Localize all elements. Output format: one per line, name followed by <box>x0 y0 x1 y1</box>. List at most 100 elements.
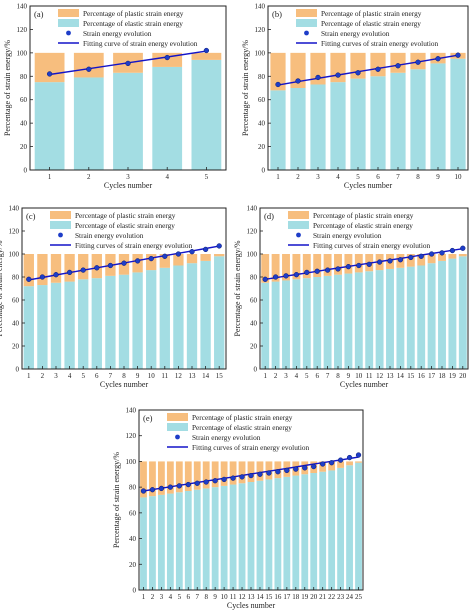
x-tick-label: 15 <box>407 372 415 380</box>
bar-plastic <box>157 461 165 495</box>
bar-elastic <box>184 491 192 590</box>
y-axis-title: Percentage of strain energy/% <box>233 240 242 336</box>
legend-marker-evolution <box>304 30 309 36</box>
x-tick-label: 22 <box>328 593 336 601</box>
bar-plastic <box>438 254 446 261</box>
bar-plastic <box>166 461 174 494</box>
bar-plastic <box>175 461 183 493</box>
evolution-point <box>66 269 73 276</box>
plot-frame <box>259 207 469 370</box>
bar-plastic <box>302 254 311 279</box>
bar-elastic <box>113 72 143 170</box>
y-tick-label: 120 <box>247 228 258 236</box>
x-axis-title: Cycles number <box>340 380 389 389</box>
bar-elastic <box>211 487 219 590</box>
bar-plastic <box>149 461 156 497</box>
x-tick-label: 1 <box>48 173 52 181</box>
x-tick-label: 20 <box>310 593 318 601</box>
x-tick-label: 11 <box>366 372 373 380</box>
evolution-point <box>435 56 441 62</box>
bar-elastic <box>354 272 363 369</box>
evolution-point <box>167 484 174 490</box>
x-tick-label: 11 <box>230 593 237 601</box>
y-tick-label: 40 <box>258 120 266 128</box>
x-tick-label: 5 <box>81 372 85 380</box>
evolution-point <box>107 262 114 269</box>
bar-elastic <box>274 478 282 590</box>
bar-elastic <box>50 282 62 369</box>
bar-plastic <box>184 461 192 491</box>
x-tick-label: 14 <box>256 593 264 601</box>
bar-plastic <box>256 461 264 481</box>
bar-elastic <box>78 279 89 369</box>
y-tick-label: 120 <box>9 228 20 236</box>
x-axis-title: Cycles number <box>104 181 153 190</box>
x-tick-label: 9 <box>136 372 140 380</box>
x-tick-label: 3 <box>316 173 320 181</box>
x-tick-label: 12 <box>175 372 183 380</box>
y-tick-label: 100 <box>247 251 258 259</box>
bar-elastic <box>261 282 270 369</box>
y-tick-label: 0 <box>254 366 258 374</box>
evolution-point <box>202 246 209 253</box>
x-tick-label: 5 <box>356 173 360 181</box>
bar-elastic <box>292 475 300 590</box>
evolution-point <box>175 251 182 257</box>
bar-elastic <box>450 58 466 170</box>
bar-elastic <box>292 279 301 369</box>
bar-elastic <box>271 281 280 369</box>
bar-elastic <box>173 265 184 369</box>
x-tick-label: 9 <box>213 593 217 601</box>
legend-label: Fitting curves of strain energy evolutio… <box>192 443 310 452</box>
evolution-point <box>230 475 236 481</box>
y-tick-label: 20 <box>129 561 137 569</box>
evolution-point <box>449 247 456 254</box>
evolution-point <box>302 465 308 471</box>
legend-label: Strain energy evolution <box>75 231 144 240</box>
legend-swatch-plastic <box>58 9 79 17</box>
bar-plastic <box>355 461 362 463</box>
evolution-point <box>257 471 263 477</box>
evolution-point <box>194 480 200 486</box>
legend-marker-evolution <box>296 232 301 238</box>
evolution-point <box>408 254 414 261</box>
y-tick-label: 140 <box>9 205 20 213</box>
bar-plastic <box>34 52 65 83</box>
y-tick-label: 80 <box>258 73 266 81</box>
x-tick-label: 6 <box>376 173 380 181</box>
bar-plastic <box>292 254 301 280</box>
x-axis-title: Cycles number <box>344 181 393 190</box>
legend-swatch-plastic <box>167 413 188 421</box>
evolution-point <box>272 274 279 280</box>
x-tick-label: 15 <box>265 593 273 601</box>
y-tick-label: 100 <box>17 49 28 57</box>
bar-plastic <box>310 52 326 85</box>
evolution-point <box>304 269 310 276</box>
evolution-point <box>275 81 281 88</box>
x-tick-label: 8 <box>204 593 208 601</box>
bar-elastic <box>166 493 174 590</box>
evolution-point <box>376 259 383 265</box>
bar-plastic <box>328 461 336 471</box>
bar-plastic <box>186 254 198 264</box>
evolution-point <box>395 63 401 69</box>
x-tick-label: 11 <box>161 372 168 380</box>
x-tick-label: 10 <box>148 372 156 380</box>
x-tick-label: 8 <box>336 372 340 380</box>
x-tick-label: 23 <box>337 593 345 601</box>
bar-elastic <box>355 462 362 590</box>
evolution-point <box>387 258 393 264</box>
x-tick-label: 3 <box>284 372 288 380</box>
legend-label: Percentage of plastic strain energy <box>83 9 184 18</box>
legend-swatch-plastic <box>296 9 317 17</box>
x-tick-label: 17 <box>428 372 436 380</box>
bar-elastic <box>310 84 326 170</box>
bar-elastic <box>118 274 130 369</box>
evolution-point <box>134 258 141 264</box>
x-tick-label: 1 <box>276 173 280 181</box>
x-tick-label: 8 <box>122 372 126 380</box>
bar-plastic <box>282 254 290 281</box>
bar-elastic <box>344 273 353 369</box>
bar-plastic <box>193 461 201 490</box>
